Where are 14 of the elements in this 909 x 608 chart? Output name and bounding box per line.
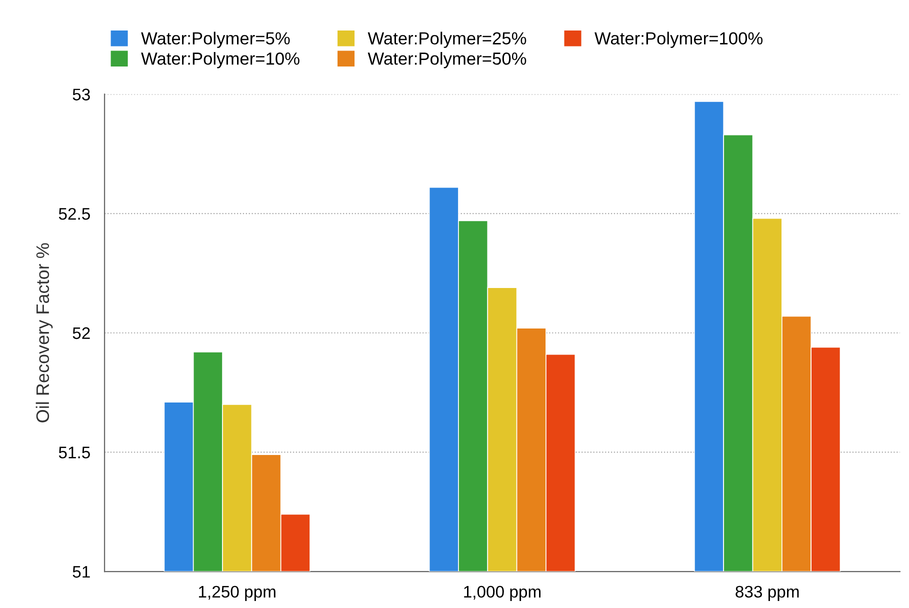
legend-label: Water:Polymer=100%: [594, 32, 763, 48]
y-tick-label: 52.5: [58, 208, 90, 220]
y-axis-title: Oil Recovery Factor %: [36, 243, 53, 422]
legend-label: Water:Polymer=5%: [141, 32, 290, 48]
x-tick-label: 1,250 ppm: [198, 586, 276, 601]
legend-label: Water:Polymer=10%: [141, 52, 300, 68]
x-tick-label: 833 ppm: [736, 586, 799, 601]
y-tick-label: 53: [72, 88, 90, 100]
legend-label: Water:Polymer=50%: [368, 52, 526, 68]
y-tick-label: 51: [72, 566, 90, 578]
y-tick-label: 52: [72, 327, 90, 340]
y-tick-label: 51.5: [58, 446, 90, 458]
legend-label: Water:Polymer=25%: [368, 32, 526, 48]
x-tick-label: 1,000 ppm: [464, 586, 541, 601]
